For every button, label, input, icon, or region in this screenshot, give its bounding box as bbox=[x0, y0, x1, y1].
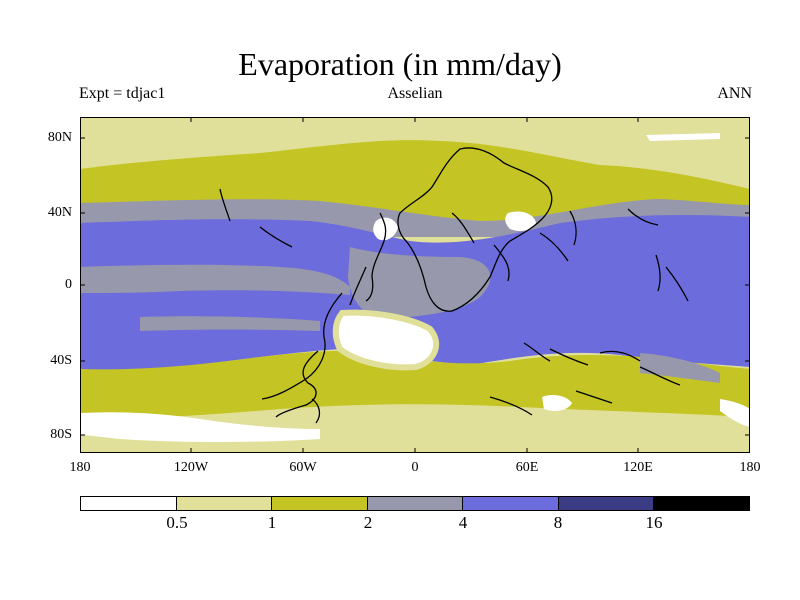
map-field-gray-band-west2 bbox=[140, 316, 320, 331]
colorbar-label-4: 4 bbox=[458, 513, 468, 532]
colorbar-segment-1 bbox=[81, 497, 177, 510]
colorbar-label-16: 16 bbox=[645, 513, 663, 532]
evaporation-map bbox=[80, 117, 750, 453]
period-label: Asselian bbox=[387, 85, 443, 102]
map-field-pale-around-desert bbox=[332, 309, 440, 371]
lat-label-40s: 40S bbox=[50, 353, 72, 368]
colorbar-label-1: 1 bbox=[267, 513, 277, 532]
map-field-olive-south bbox=[80, 350, 750, 421]
lat-label-40n: 40N bbox=[47, 205, 72, 220]
map-field-white-antarctic bbox=[80, 412, 320, 442]
lon-label-60w: 60W bbox=[289, 460, 317, 475]
lon-label-180e: 180 bbox=[739, 460, 761, 475]
map-field-gray-central bbox=[348, 247, 491, 319]
map-field-gray-south bbox=[640, 353, 720, 383]
map-field-white-south bbox=[335, 312, 437, 368]
map-title: Evaporation (in mm/day) bbox=[238, 46, 562, 82]
lon-label-0: 0 bbox=[411, 460, 419, 475]
lat-label-80n: 80N bbox=[47, 130, 72, 145]
colorbar-segment-3 bbox=[272, 497, 368, 510]
lat-label-0: 0 bbox=[65, 277, 72, 292]
map-ticks bbox=[80, 117, 750, 453]
map-field-gray-band-west bbox=[80, 264, 350, 295]
lon-label-120w: 120W bbox=[173, 460, 209, 475]
map-field-white-antarctic-east bbox=[720, 399, 750, 427]
colorbar-segment-4 bbox=[367, 497, 464, 510]
colorbar bbox=[80, 496, 750, 511]
lat-label-80s: 80S bbox=[50, 427, 72, 442]
colorbar-segment-7 bbox=[654, 497, 750, 510]
season-label: ANN bbox=[717, 85, 752, 102]
lon-label-60e: 60E bbox=[515, 460, 539, 475]
colorbar-label-8: 8 bbox=[553, 513, 563, 532]
coastlines bbox=[219, 147, 689, 424]
colorbar-segment-6 bbox=[558, 497, 655, 510]
map-field-white-south-island bbox=[542, 395, 572, 411]
colorbar-segment-2 bbox=[176, 497, 273, 510]
colorbar-label-0-5: 0.5 bbox=[166, 513, 188, 532]
map-field-white-arctic bbox=[646, 133, 720, 141]
lon-label-120e: 120E bbox=[623, 460, 653, 475]
colorbar-label-2: 2 bbox=[363, 513, 373, 532]
experiment-label: Expt = tdjac1 bbox=[79, 85, 166, 102]
map-field-white-asia bbox=[505, 211, 536, 231]
lon-label-180w: 180 bbox=[69, 460, 91, 475]
colorbar-segment-5 bbox=[463, 497, 559, 510]
